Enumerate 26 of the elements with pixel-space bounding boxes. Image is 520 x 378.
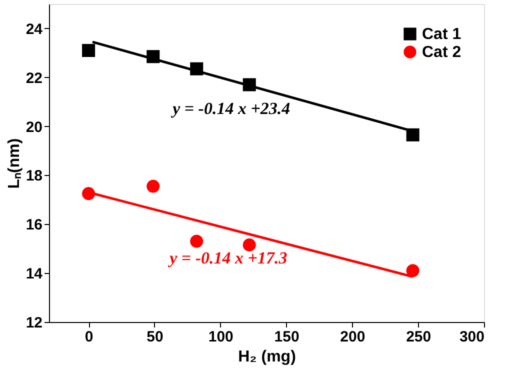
x-tick-label: 0 <box>84 328 94 346</box>
legend-label: Cat 2 <box>422 44 462 61</box>
x-tick-label: 100 <box>208 328 234 346</box>
y-tick-label: 12 <box>26 314 42 332</box>
y-tick-label: 18 <box>26 168 42 185</box>
y-tick-label: 16 <box>26 216 42 234</box>
x-tick-label: 200 <box>340 328 366 346</box>
x-tick-label: 300 <box>459 328 484 346</box>
annotation: y = -0.14 x +17.3 <box>168 248 288 268</box>
y-tick-label: 22 <box>26 70 42 87</box>
y-tick-label: 14 <box>26 266 44 283</box>
point <box>82 44 96 57</box>
x-tick-label: 150 <box>274 328 300 346</box>
y-tick-label: 20 <box>26 118 42 136</box>
y-tick-label: 24 <box>26 20 44 38</box>
point <box>190 234 204 248</box>
point <box>406 264 420 278</box>
annotation: y = -0.14 x +23.4 <box>170 99 290 118</box>
point <box>242 238 256 252</box>
point <box>146 180 160 193</box>
x-tick-label: 250 <box>406 328 432 346</box>
x-axis-title: H₂ (mg) <box>238 348 296 366</box>
point <box>406 128 420 142</box>
legend-label: Cat 1 <box>422 26 462 43</box>
y-axis-title: Lₙ(nm) <box>6 138 23 189</box>
x-tick-label: 50 <box>146 328 164 346</box>
